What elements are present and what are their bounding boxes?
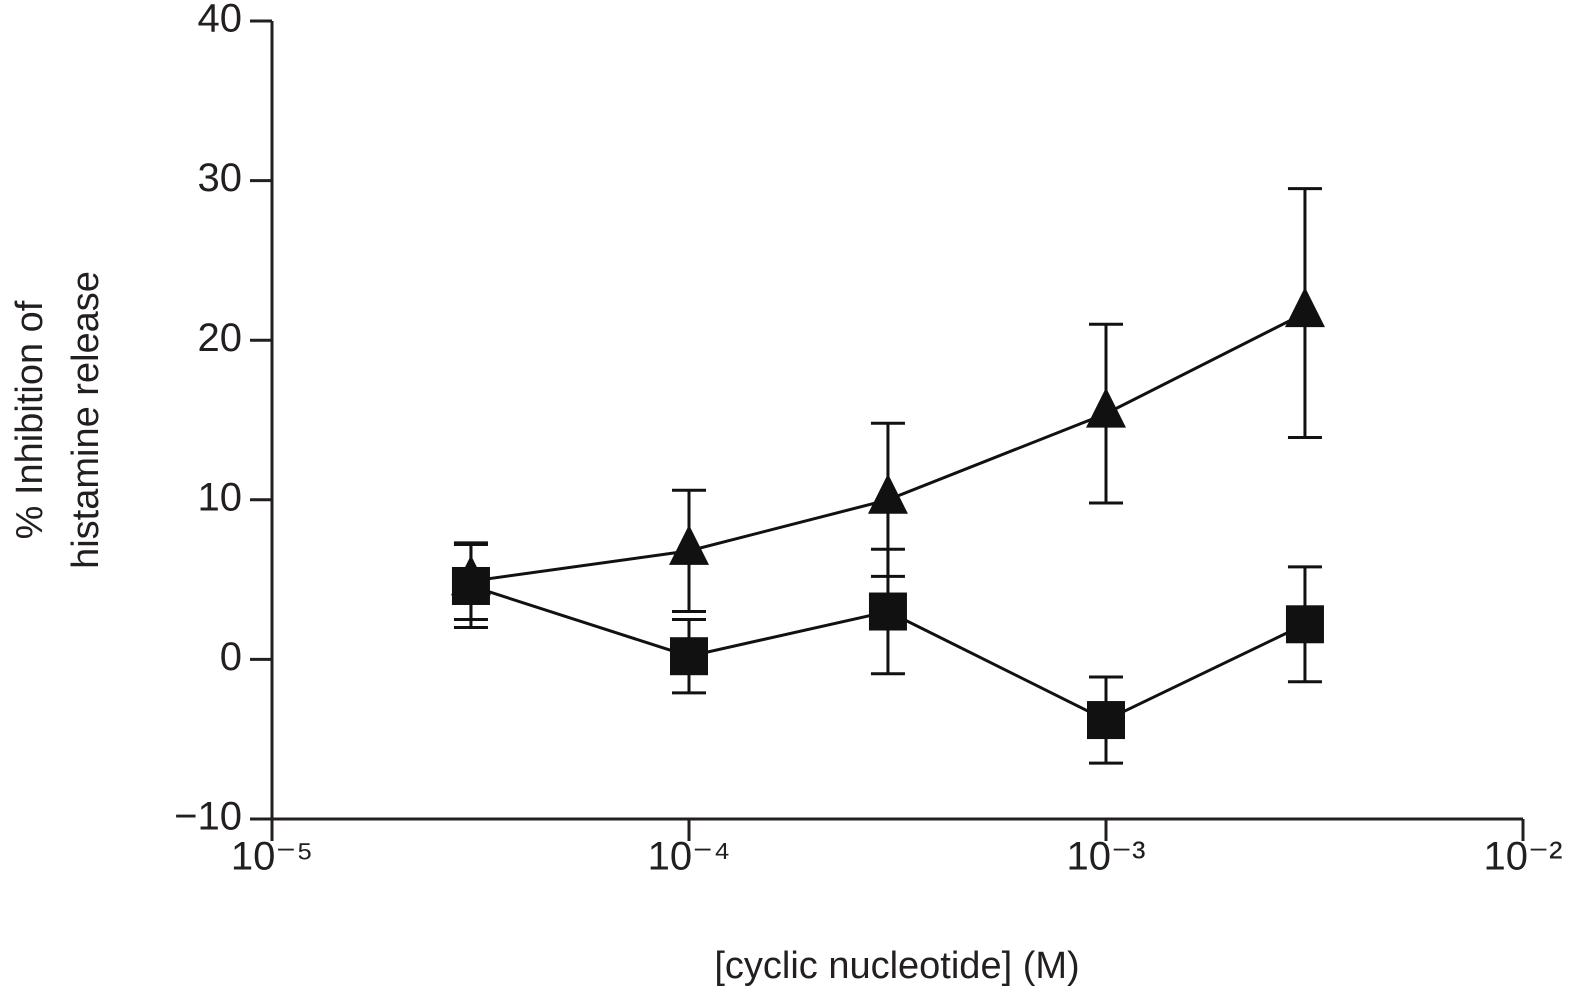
marker-square [1285, 605, 1324, 644]
y-axis-title: histamine release [65, 271, 107, 569]
marker-triangle [1284, 287, 1325, 328]
marker-square [868, 592, 907, 631]
x-axis-title: [cyclic nucleotide] (M) [714, 945, 1079, 987]
marker-triangle [1086, 387, 1126, 428]
y-tick-label: 0 [220, 635, 242, 679]
y-tick-label: 10 [198, 475, 243, 519]
marker-square [670, 637, 708, 676]
x-tick-label: 10⁻² [1484, 835, 1563, 879]
marker-square [451, 566, 490, 605]
y-tick-label: −10 [174, 795, 242, 839]
x-tick-label: 10⁻⁵ [231, 835, 313, 879]
marker-triangle [867, 473, 908, 514]
marker-square [1087, 701, 1125, 740]
y-tick-label: 30 [198, 156, 243, 200]
x-tick-label: 10⁻⁴ [648, 835, 731, 879]
y-axis-title: % Inhibition of [9, 300, 51, 539]
x-tick-label: 10⁻³ [1067, 835, 1146, 879]
y-tick-label: 20 [198, 316, 243, 360]
marker-triangle [669, 524, 709, 565]
y-tick-label: 40 [198, 0, 243, 41]
